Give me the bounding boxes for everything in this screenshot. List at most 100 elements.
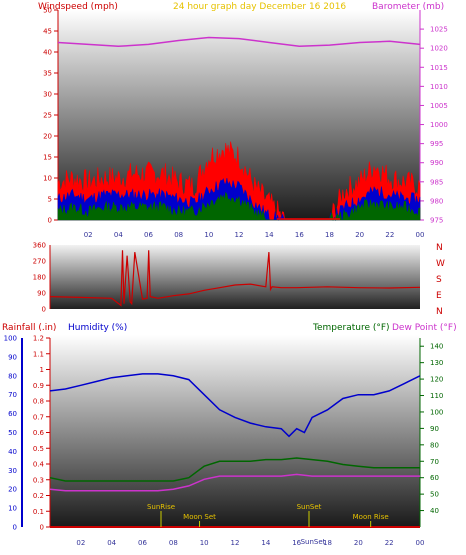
wind-y-tick-label: 40: [43, 49, 52, 57]
baro-y-tick-label: 1020: [430, 45, 448, 53]
rain-y-tick-label: 0.7: [33, 413, 44, 421]
annotation-label: Moon Set: [183, 513, 216, 521]
wind-y-tick-label: 30: [43, 91, 52, 99]
temp-y-tick-label: 130: [430, 359, 443, 367]
rain-y-tick-label: 0: [40, 524, 44, 532]
wind-y-tick-label: 15: [43, 154, 52, 162]
temp-y-tick-label: 40: [430, 507, 439, 515]
humidity-y-tick-label: 100: [4, 335, 17, 343]
rain-y-tick-label: 0.6: [33, 429, 45, 437]
humidity-y-tick-label: 40: [8, 448, 17, 456]
top-x-tick-label: 04: [114, 231, 123, 239]
rain-y-tick-label: 1.2: [33, 335, 44, 343]
bottom-x-tick-label: 10: [200, 539, 209, 547]
baro-y-tick-label: 980: [430, 197, 443, 205]
direction-label-0: N: [436, 243, 443, 253]
speed-series: [57, 191, 421, 221]
direction-label-4: N: [436, 307, 443, 317]
top-x-tick-label: 08: [174, 231, 183, 239]
dir-y-tick-label: 270: [33, 258, 46, 266]
rain-y-tick-label: 1.1: [33, 350, 44, 358]
baro-y-tick-label: 1025: [430, 26, 448, 34]
humidity-y-tick-label: 50: [8, 429, 17, 437]
bottom-x-tick-label: 08: [169, 539, 178, 547]
humidity-y-tick-label: 30: [8, 467, 17, 475]
chart-marks: 0510152025303540455097598098599099510001…: [4, 7, 448, 548]
dir-y-tick-label: 180: [33, 274, 46, 282]
baro-y-tick-label: 1000: [430, 121, 448, 129]
temp-y-tick-label: 140: [430, 343, 443, 351]
temp-y-tick-label: 120: [430, 376, 443, 384]
temp-y-tick-label: 100: [430, 408, 443, 416]
temp-y-tick-label: 90: [430, 425, 439, 433]
temp-y-tick-label: 80: [430, 441, 439, 449]
direction-label-3: E: [436, 291, 442, 301]
baro-y-tick-label: 985: [430, 178, 443, 186]
windspeed-label: Windspeed (mph): [38, 2, 118, 12]
top-x-tick-label: 20: [355, 231, 364, 239]
humidity-y-tick-label: 20: [8, 486, 17, 494]
direction-label-1: W: [436, 259, 445, 269]
rain-y-tick-label: 0.2: [33, 492, 44, 500]
dir-y-tick-label: 360: [33, 242, 46, 250]
bottom-panel-plot: [50, 335, 420, 527]
baro-y-tick-label: 975: [430, 217, 443, 225]
bottom-x-tick-label: 20: [354, 539, 363, 547]
date-label: 24 hour graph day December 16 2016: [173, 2, 346, 12]
bottom-x-tick-label: 06: [138, 539, 147, 547]
bottom-x-tick-label: 18: [323, 539, 332, 547]
rain-y-tick-label: 1: [40, 366, 44, 374]
humidity-label: Humidity (%): [68, 323, 127, 333]
rain-y-tick-label: 0.5: [33, 445, 44, 453]
direction-panel-plot: [50, 245, 420, 309]
rain-y-tick-label: 0.8: [33, 398, 44, 406]
rainfall-label: Rainfall (.in): [2, 323, 56, 333]
rain-y-tick-label: 0.9: [33, 382, 44, 390]
rain-y-tick-label: 0.4: [33, 461, 45, 469]
dir-y-tick-label: 90: [37, 290, 46, 298]
bottom-x-tick-label: 02: [76, 539, 85, 547]
wind-y-tick-label: 20: [43, 133, 52, 141]
bottom-x-tick-label: 00: [416, 539, 425, 547]
humidity-y-tick-label: 80: [8, 372, 17, 380]
temp-y-tick-label: 110: [430, 392, 443, 400]
dir-y-tick-label: 0: [42, 306, 46, 314]
annotation-label: Moon Rise: [353, 513, 389, 521]
direction-label-2: S: [436, 275, 442, 285]
wind-y-tick-label: 10: [43, 175, 52, 183]
temp-y-tick-label: 50: [430, 491, 439, 499]
rain-y-tick-label: 0.1: [33, 508, 44, 516]
humidity-y-tick-label: 70: [8, 391, 17, 399]
annotation-label: SunSet: [297, 503, 322, 511]
baro-y-tick-label: 1015: [430, 64, 448, 72]
top-x-tick-label: 00: [416, 231, 425, 239]
top-x-tick-label: 22: [385, 231, 394, 239]
wind-y-tick-label: 5: [48, 196, 52, 204]
baro-y-tick-label: 995: [430, 140, 443, 148]
temp-y-tick-label: 60: [430, 474, 439, 482]
top-x-tick-label: 14: [265, 231, 274, 239]
annotation-label: SunRise: [147, 503, 175, 511]
bottom-x-tick-label: 22: [385, 539, 394, 547]
barometer-label: Barometer (mb): [372, 2, 444, 12]
wind-y-tick-label: 25: [43, 112, 52, 120]
wind-y-tick-label: 35: [43, 70, 52, 78]
bottom-x-tick-label: 12: [231, 539, 240, 547]
top-x-tick-label: 02: [84, 231, 93, 239]
bottom-x-tick-label: 14: [261, 539, 270, 547]
temperature-series: [49, 457, 420, 482]
annotation-label: SunSet: [301, 538, 326, 546]
wind-y-tick-label: 0: [48, 217, 52, 225]
bottom-x-tick-label: 16: [292, 539, 301, 547]
baro-y-tick-label: 1010: [430, 83, 448, 91]
temp-y-tick-label: 70: [430, 458, 439, 466]
rain-y-tick-label: 0.3: [33, 476, 44, 484]
wind-y-tick-label: 50: [43, 7, 52, 15]
dewpoint-label: Dew Point (°F): [392, 323, 457, 333]
humidity-y-tick-label: 90: [8, 353, 17, 361]
humidity-series: [49, 373, 421, 438]
top-x-tick-label: 16: [295, 231, 304, 239]
humidity-y-tick-label: 10: [8, 505, 17, 513]
